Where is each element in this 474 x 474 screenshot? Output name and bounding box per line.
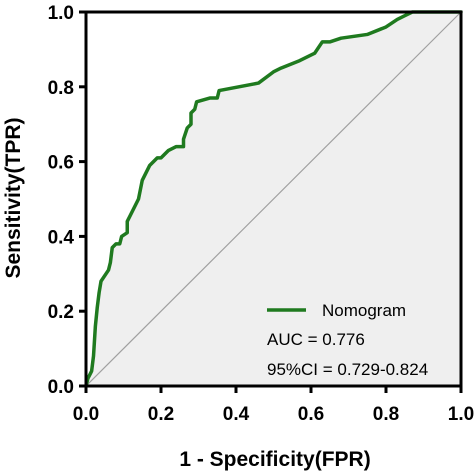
- y-tick-label: 0.8: [48, 78, 74, 99]
- x-tick-label: 0.0: [73, 404, 99, 425]
- x-tick-label: 0.8: [373, 404, 399, 425]
- plot-frame: [84, 10, 463, 388]
- x-tick-label: 0.6: [298, 404, 324, 425]
- legend-label-nomogram: Nomogram: [322, 301, 406, 320]
- plot-area: [84, 10, 463, 388]
- x-tick-label: 0.2: [148, 404, 174, 425]
- ci-annotation: 95%CI = 0.729-0.824: [267, 360, 428, 379]
- y-tick-label: 0.4: [48, 227, 75, 248]
- x-axis-title: 1 - Specificity(FPR): [179, 448, 370, 471]
- legend: Nomogram AUC = 0.776 95%CI = 0.729-0.824: [267, 301, 428, 379]
- y-tick-label: 0.6: [48, 153, 74, 174]
- roc-curve-nomogram: [84, 10, 463, 388]
- x-tick-label: 0.4: [223, 404, 250, 425]
- axes: 0.0 0.2 0.4 0.6 0.8 1.0 0.0 0.2 0.4 0.6 0.8 1.0: [48, 3, 474, 425]
- y-axis-title: Sensitivity(TPR): [2, 117, 25, 278]
- y-tick-label: 0.0: [48, 377, 74, 398]
- auc-annotation: AUC = 0.776: [267, 330, 365, 349]
- y-tick-label: 0.2: [48, 302, 74, 323]
- x-tick-label: 1.0: [448, 404, 474, 425]
- y-tick-label: 1.0: [48, 3, 74, 24]
- reference-diagonal-line: [85, 11, 462, 387]
